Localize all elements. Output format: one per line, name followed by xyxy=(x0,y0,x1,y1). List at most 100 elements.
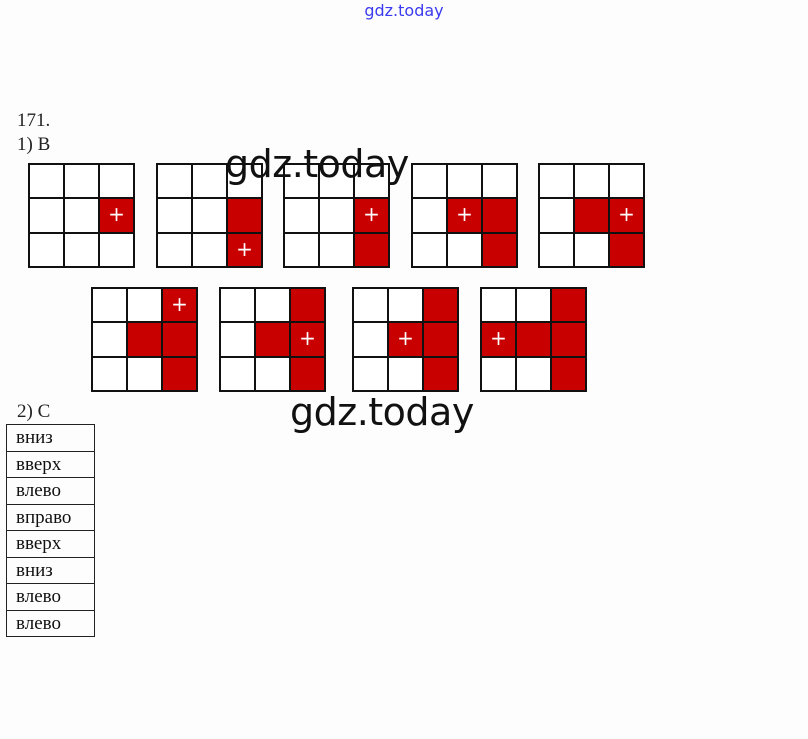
filled-cell xyxy=(227,198,262,233)
table-row: влево xyxy=(6,583,95,611)
filled-cell: + xyxy=(99,198,134,233)
empty-cell xyxy=(127,356,162,391)
empty-cell xyxy=(255,356,290,391)
site-title[interactable]: gdz.today xyxy=(364,1,444,20)
empty-cell xyxy=(353,356,388,391)
filled-cell: + xyxy=(447,198,482,233)
plus-icon: + xyxy=(299,326,316,351)
filled-cell xyxy=(423,322,458,357)
empty-cell xyxy=(319,164,354,199)
empty-cell xyxy=(192,164,227,199)
filled-cell xyxy=(162,356,197,391)
filled-cell: + xyxy=(290,322,325,357)
empty-cell xyxy=(447,164,482,199)
filled-cell xyxy=(482,198,517,233)
filled-cell xyxy=(551,288,586,323)
filled-cell xyxy=(423,288,458,323)
empty-cell xyxy=(539,198,574,233)
grid-9: + xyxy=(480,287,587,392)
table-row: вниз xyxy=(6,424,95,452)
empty-cell xyxy=(388,356,423,391)
empty-cell xyxy=(516,356,551,391)
empty-cell xyxy=(481,356,516,391)
filled-cell xyxy=(127,322,162,357)
empty-cell xyxy=(64,232,99,267)
watermark: gdz.today xyxy=(225,142,409,186)
filled-cell xyxy=(290,288,325,323)
grid-2: + xyxy=(156,163,263,268)
empty-cell xyxy=(516,288,551,323)
empty-cell xyxy=(319,232,354,267)
table-row: вверх xyxy=(6,450,95,478)
empty-cell xyxy=(157,232,192,267)
filled-cell xyxy=(423,356,458,391)
empty-cell xyxy=(157,198,192,233)
move-cell: вниз xyxy=(6,424,95,452)
empty-cell xyxy=(29,164,64,199)
empty-cell xyxy=(220,288,255,323)
empty-cell xyxy=(353,288,388,323)
empty-cell xyxy=(220,356,255,391)
plus-icon: + xyxy=(397,326,414,351)
empty-cell xyxy=(220,322,255,357)
empty-cell xyxy=(412,198,447,233)
empty-cell xyxy=(99,232,134,267)
empty-cell xyxy=(29,232,64,267)
table-row: вниз xyxy=(6,556,95,584)
empty-cell xyxy=(412,164,447,199)
plus-icon: + xyxy=(618,202,635,227)
filled-cell xyxy=(162,322,197,357)
plus-icon: + xyxy=(363,202,380,227)
grid-8: + xyxy=(352,287,459,392)
plus-icon: + xyxy=(456,202,473,227)
plus-icon: + xyxy=(490,326,507,351)
filled-cell xyxy=(574,198,609,233)
empty-cell xyxy=(482,164,517,199)
move-cell: вверх xyxy=(6,530,95,558)
filled-cell: + xyxy=(227,232,262,267)
empty-cell xyxy=(99,164,134,199)
empty-cell xyxy=(157,164,192,199)
empty-cell xyxy=(539,164,574,199)
filled-cell xyxy=(551,322,586,357)
moves-table: вниз вверх влево вправо вверх вниз влево… xyxy=(6,424,95,637)
filled-cell: + xyxy=(609,198,644,233)
empty-cell xyxy=(29,198,64,233)
empty-cell xyxy=(92,322,127,357)
empty-cell xyxy=(64,164,99,199)
grid-6: + xyxy=(91,287,198,392)
empty-cell xyxy=(92,288,127,323)
empty-cell xyxy=(64,198,99,233)
empty-cell xyxy=(412,232,447,267)
grid-1: + xyxy=(28,163,135,268)
table-row: вправо xyxy=(6,503,95,531)
grid-5: + xyxy=(538,163,645,268)
filled-cell xyxy=(609,232,644,267)
empty-cell xyxy=(227,164,262,199)
empty-cell xyxy=(192,232,227,267)
problem-number: 171. xyxy=(17,110,51,131)
table-row: влево xyxy=(6,609,95,637)
empty-cell xyxy=(354,164,389,199)
move-cell: вниз xyxy=(6,556,95,584)
empty-cell xyxy=(574,232,609,267)
filled-cell xyxy=(255,322,290,357)
empty-cell xyxy=(192,198,227,233)
empty-cell xyxy=(284,198,319,233)
filled-cell xyxy=(290,356,325,391)
grid-7: + xyxy=(219,287,326,392)
move-cell: влево xyxy=(6,609,95,637)
empty-cell xyxy=(284,164,319,199)
move-cell: влево xyxy=(6,477,95,505)
empty-cell xyxy=(447,232,482,267)
move-cell: влево xyxy=(6,583,95,611)
empty-cell xyxy=(92,356,127,391)
table-row: вверх xyxy=(6,530,95,558)
empty-cell xyxy=(284,232,319,267)
filled-cell: + xyxy=(481,322,516,357)
filled-cell xyxy=(551,356,586,391)
empty-cell xyxy=(127,288,162,323)
empty-cell xyxy=(574,164,609,199)
empty-cell xyxy=(353,322,388,357)
part2-label: 2) С xyxy=(17,401,51,422)
